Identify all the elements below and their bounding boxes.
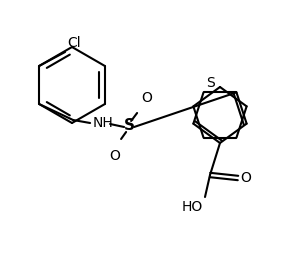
Text: O: O [141, 91, 152, 105]
Text: O: O [109, 149, 120, 163]
Text: NH: NH [93, 116, 114, 130]
Text: HO: HO [182, 200, 203, 214]
Text: S: S [207, 76, 215, 90]
Text: S: S [124, 119, 135, 134]
Text: Cl: Cl [67, 36, 81, 50]
Text: O: O [240, 171, 251, 185]
